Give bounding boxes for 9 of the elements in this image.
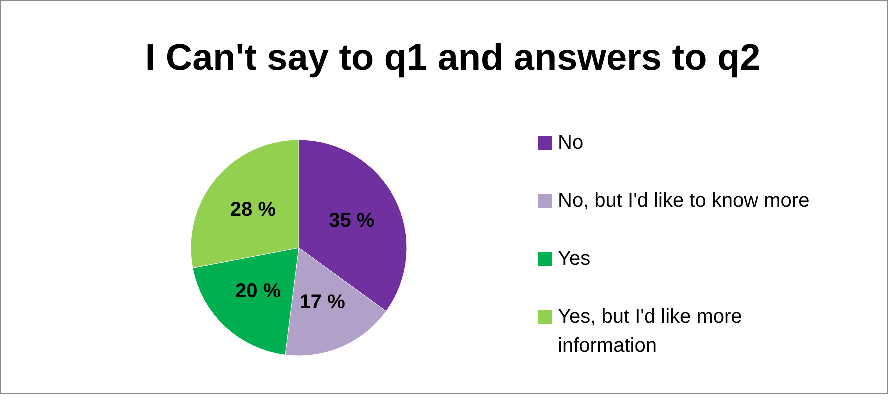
data-label: 35 % [329, 210, 375, 232]
legend-label: No, but I'd like to know more [558, 190, 810, 212]
data-label: 17 % [300, 292, 346, 314]
data-label: 28 % [230, 199, 276, 222]
chart-title: I Can't say to q1 and answers to q2 [145, 37, 761, 78]
legend-label: Yes, but I'd like more information [558, 306, 742, 357]
legend-label: Yes [558, 248, 591, 270]
legend-label: No [558, 132, 584, 154]
data-label: 20 % [236, 280, 282, 302]
